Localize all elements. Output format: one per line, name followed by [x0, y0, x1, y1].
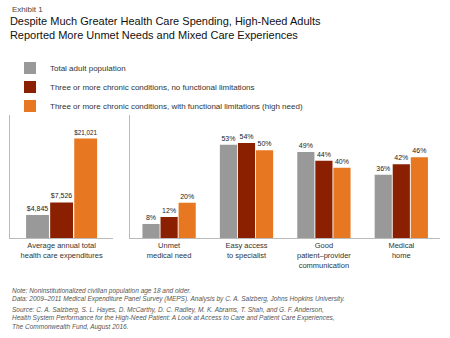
svg-text:$21,021: $21,021 [74, 129, 97, 136]
svg-text:Note: Noninstitutionalized civ: Note: Noninstitutionalized civilian popu… [12, 287, 345, 303]
svg-text:$4,845: $4,845 [27, 205, 49, 212]
svg-text:Despite Much Greater Health Ca: Despite Much Greater Health Care Spendin… [10, 15, 321, 41]
svg-text:Medicalhome: Medicalhome [388, 241, 414, 260]
svg-text:Three or more chronic conditio: Three or more chronic conditions, no fun… [50, 83, 255, 92]
svg-text:Easy accessto specialist: Easy accessto specialist [225, 241, 267, 260]
svg-text:42%: 42% [394, 154, 408, 161]
svg-text:8%: 8% [146, 214, 156, 221]
svg-text:Average annual totalhealth car: Average annual totalhealth care expendit… [21, 241, 103, 260]
svg-text:44%: 44% [317, 151, 331, 158]
svg-text:53%: 53% [221, 135, 235, 142]
svg-text:40%: 40% [335, 158, 349, 165]
svg-text:36%: 36% [376, 165, 390, 172]
svg-text:49%: 49% [299, 142, 313, 149]
svg-text:Source: C. A. Salzberg, S. L.: Source: C. A. Salzberg, S. L. Hayes, D. … [12, 306, 335, 331]
svg-text:Total adult population: Total adult population [50, 64, 126, 73]
svg-text:Unmetmedical need: Unmetmedical need [147, 241, 192, 260]
svg-text:Three or more chronic conditio: Three or more chronic conditions, with f… [50, 102, 303, 111]
svg-text:$7,526: $7,526 [51, 192, 73, 199]
svg-text:Goodpatient–providercommunicat: Goodpatient–providercommunication [297, 241, 351, 270]
svg-text:Exhibit 1: Exhibit 1 [12, 5, 43, 14]
svg-text:54%: 54% [239, 133, 253, 140]
svg-text:20%: 20% [180, 193, 194, 200]
svg-text:46%: 46% [412, 147, 426, 154]
svg-text:50%: 50% [258, 140, 272, 147]
svg-text:12%: 12% [162, 207, 176, 214]
